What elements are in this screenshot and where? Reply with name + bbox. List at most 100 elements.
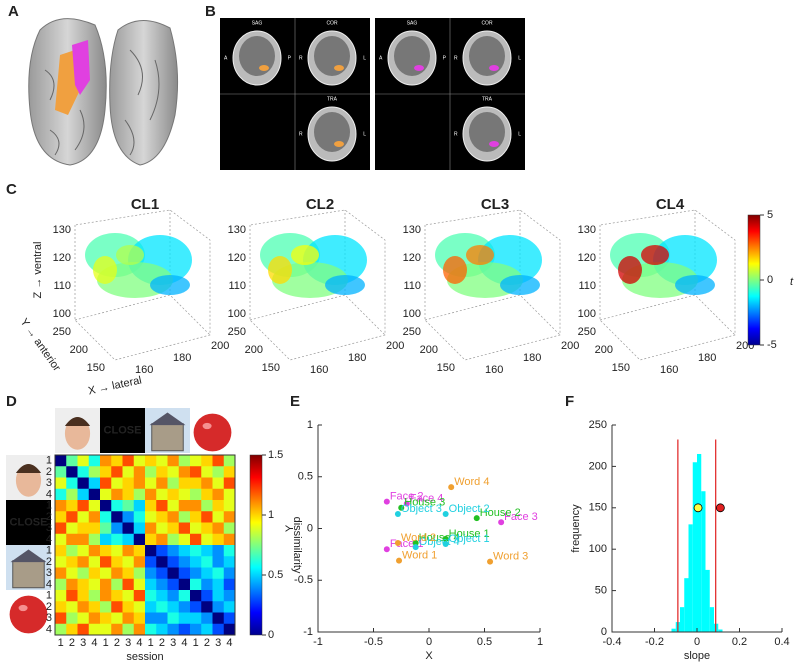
heat-cell bbox=[201, 590, 213, 602]
heat-cell bbox=[88, 455, 101, 467]
y-tick-label: 200 bbox=[595, 344, 613, 356]
colorbar-tick-label: 1 bbox=[268, 509, 274, 521]
heat-cell bbox=[66, 455, 78, 467]
heat-cell bbox=[145, 601, 157, 613]
heat-cell bbox=[77, 466, 90, 478]
heat-cell bbox=[201, 556, 213, 568]
heat-cell bbox=[88, 601, 101, 613]
stimulus-image bbox=[64, 417, 91, 426]
heat-cell bbox=[145, 612, 157, 625]
brain-map bbox=[116, 245, 144, 265]
stimulus-word: CLOSE bbox=[104, 424, 142, 436]
heat-cell bbox=[212, 533, 225, 546]
x-tick-label: 2 bbox=[159, 637, 165, 649]
heat-cell bbox=[190, 578, 202, 591]
x-tick-label: -0.5 bbox=[364, 636, 383, 648]
marker bbox=[693, 503, 703, 513]
heat-cell bbox=[100, 601, 112, 613]
heat-cell bbox=[88, 612, 101, 625]
heat-cell bbox=[212, 612, 225, 625]
heat-cell bbox=[77, 623, 90, 636]
y-tick-label: 250 bbox=[403, 326, 421, 338]
heat-cell bbox=[111, 623, 123, 636]
y-tick-label: 250 bbox=[589, 419, 607, 431]
heat-cell bbox=[178, 590, 191, 602]
heat-cell bbox=[212, 466, 225, 478]
point bbox=[448, 484, 455, 491]
heat-cell bbox=[77, 455, 90, 467]
y-tick-label: 150 bbox=[437, 362, 455, 374]
heat-cell bbox=[201, 522, 213, 535]
orientation: A bbox=[224, 55, 228, 61]
heat-cell bbox=[77, 477, 90, 490]
map-title: CL4 bbox=[656, 196, 685, 213]
heat-cell bbox=[122, 545, 135, 557]
heat-cell bbox=[145, 556, 157, 568]
heat-cell bbox=[201, 511, 213, 523]
heat-cell bbox=[145, 533, 157, 546]
heat-cell bbox=[133, 545, 146, 557]
heat-cell bbox=[66, 488, 78, 501]
heat-cell bbox=[88, 533, 101, 546]
heat-cell bbox=[190, 567, 202, 580]
heat-cell bbox=[122, 522, 135, 535]
heat-cell bbox=[223, 590, 236, 602]
orientation: L bbox=[363, 131, 366, 137]
y-tick-label: 2 bbox=[46, 511, 52, 523]
brain-map bbox=[325, 275, 365, 295]
heat-cell bbox=[122, 466, 135, 478]
y-tick-label: 4 bbox=[46, 578, 52, 590]
heat-cell bbox=[88, 477, 101, 490]
heat-cell bbox=[77, 578, 90, 591]
point-label: Face 2 bbox=[390, 490, 424, 502]
y-tick-label: 200 bbox=[245, 344, 263, 356]
heat-cell bbox=[145, 466, 157, 478]
heat-cell bbox=[223, 533, 236, 546]
heat-cell bbox=[223, 601, 236, 613]
heat-cell bbox=[190, 545, 202, 557]
heat-cell bbox=[156, 545, 168, 557]
orientation: A bbox=[379, 55, 383, 61]
y-tick-label: 1 bbox=[307, 419, 313, 431]
bar bbox=[684, 578, 689, 632]
colorbar-label: t bbox=[790, 276, 794, 288]
point bbox=[398, 504, 405, 511]
view-label: TRA bbox=[482, 96, 493, 102]
x-tick-label: 1 bbox=[103, 637, 109, 649]
heat-cell bbox=[55, 455, 67, 467]
heat-cell bbox=[223, 567, 236, 580]
heat-cell bbox=[100, 522, 112, 535]
roi bbox=[334, 141, 344, 147]
bar bbox=[680, 607, 685, 632]
heat-cell bbox=[66, 590, 78, 602]
bar bbox=[701, 491, 706, 632]
heat-cell bbox=[223, 522, 236, 535]
roi bbox=[334, 65, 344, 71]
heat-cell bbox=[66, 556, 78, 568]
heat-cell bbox=[223, 488, 236, 501]
x-tick-label: 200 bbox=[211, 340, 229, 352]
heat-cell bbox=[100, 623, 112, 636]
heat-cell bbox=[100, 533, 112, 546]
heat-cell bbox=[133, 601, 146, 613]
heat-cell bbox=[156, 511, 168, 523]
orientation: R bbox=[299, 131, 303, 137]
heat-cell bbox=[111, 590, 123, 602]
heat-cell bbox=[55, 522, 67, 535]
heat-cell bbox=[167, 567, 180, 580]
x-tick-label: 3 bbox=[125, 637, 131, 649]
orientation: R bbox=[454, 131, 458, 137]
colorbar-tick-label: 1.5 bbox=[268, 449, 283, 461]
heat-cell bbox=[190, 455, 202, 467]
heat-cell bbox=[122, 578, 135, 591]
heat-cell bbox=[55, 590, 67, 602]
heat-cell bbox=[212, 590, 225, 602]
heat-cell bbox=[190, 623, 202, 636]
z-tick-label: 100 bbox=[228, 308, 246, 320]
y-tick-label: 3 bbox=[46, 522, 52, 534]
point-label: House 3 bbox=[404, 497, 445, 509]
heat-cell bbox=[111, 466, 123, 478]
heat-cell bbox=[178, 500, 191, 512]
orientation: R bbox=[454, 55, 458, 61]
point-label: Face 4 bbox=[410, 493, 444, 505]
